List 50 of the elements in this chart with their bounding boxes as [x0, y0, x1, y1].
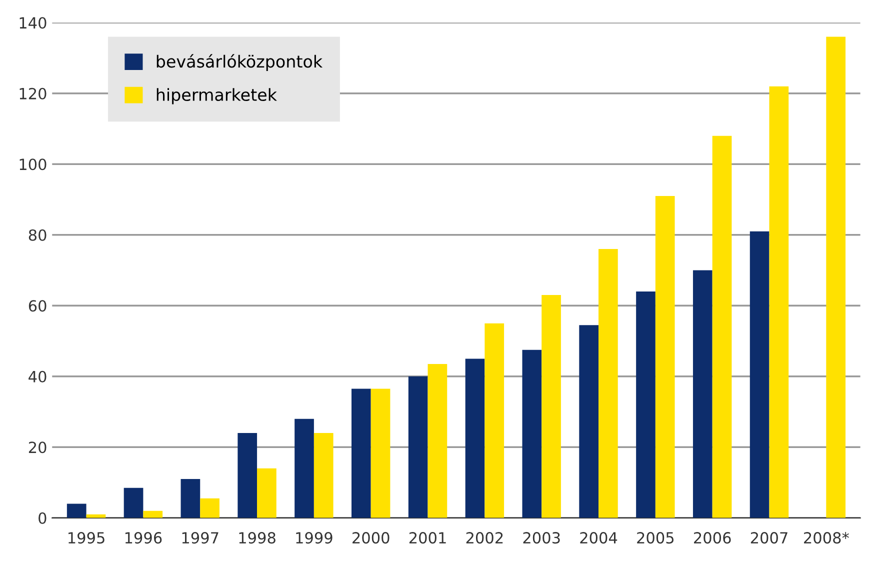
y-tick-label: 120 — [20, 88, 46, 100]
bar — [712, 136, 732, 518]
x-tick-label: 2006 — [694, 532, 731, 544]
y-tick-label: 0 — [38, 512, 46, 524]
bar — [143, 510, 163, 518]
bar — [180, 478, 200, 518]
bar — [408, 376, 428, 518]
bar — [314, 432, 334, 518]
x-tick-label: 2007 — [750, 532, 788, 544]
y-tick-label: 100 — [20, 158, 46, 170]
x-tick-label: 1998 — [239, 532, 276, 544]
legend-label: bevásárlóközpontok — [156, 54, 323, 71]
bar — [352, 388, 371, 518]
y-tick-label: 80 — [28, 229, 46, 241]
bar — [598, 249, 618, 518]
x-tick-label: 1996 — [125, 532, 162, 544]
bar — [484, 323, 504, 518]
y-tick-label: 20 — [28, 442, 46, 454]
bar — [826, 36, 846, 518]
bar — [370, 388, 390, 518]
x-tick-label: 2005 — [637, 532, 674, 544]
bar — [200, 498, 220, 518]
y-tick-label: 40 — [28, 370, 46, 382]
bar — [257, 468, 276, 518]
x-tick-label: 2002 — [466, 532, 503, 544]
bar — [750, 231, 770, 518]
y-tick-label: 60 — [28, 300, 46, 312]
bar — [238, 432, 258, 518]
bar — [579, 325, 599, 518]
x-tick-label: 2003 — [523, 532, 560, 544]
legend-label: hipermarketek — [156, 88, 277, 104]
bar — [692, 270, 712, 518]
x-tick-label: 2001 — [409, 532, 446, 544]
bar — [124, 488, 144, 518]
bar — [542, 295, 561, 518]
bar — [465, 358, 485, 518]
x-tick-label: 1997 — [182, 532, 218, 544]
x-tick-label: 2000 — [352, 532, 390, 544]
bar — [428, 364, 448, 518]
bar — [655, 196, 675, 518]
bar — [636, 291, 656, 518]
y-tick-label: 140 — [20, 17, 46, 29]
bar — [522, 350, 542, 518]
bar — [294, 418, 314, 518]
x-tick-label: 2004 — [580, 532, 618, 544]
x-tick-label: 2008* — [804, 532, 849, 544]
x-tick-label: 1999 — [296, 532, 332, 544]
x-tick-label: 1995 — [68, 532, 104, 544]
bar — [66, 504, 86, 518]
bar — [769, 86, 789, 518]
